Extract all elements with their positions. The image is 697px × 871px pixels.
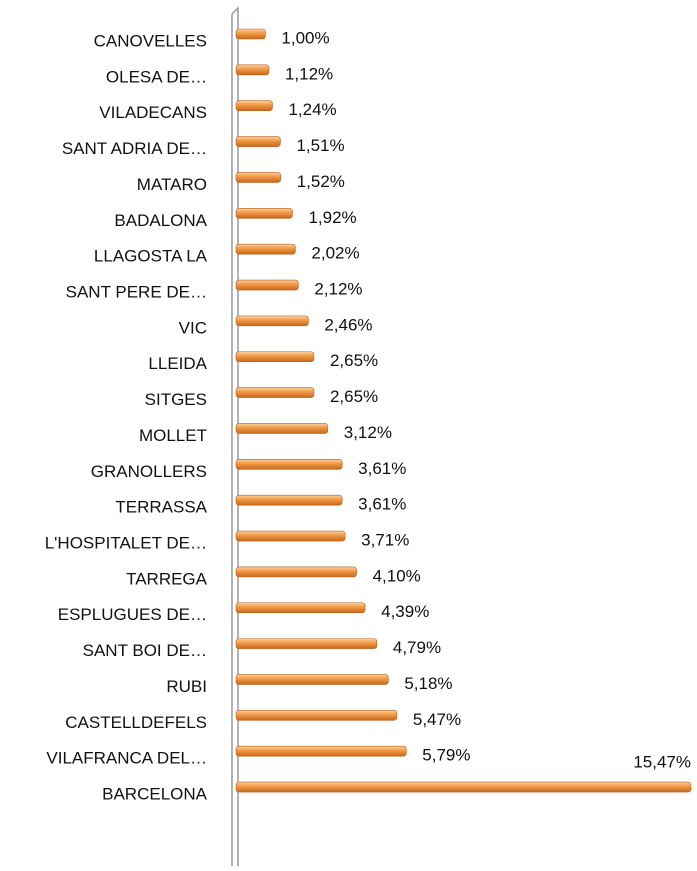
bar — [236, 531, 345, 541]
bar — [236, 603, 365, 613]
y-tick-label: CANOVELLES — [94, 31, 207, 50]
y-tick-label: VILAFRANCA DEL… — [46, 749, 207, 768]
y-tick-label: TERRASSA — [115, 498, 207, 517]
bar — [236, 746, 406, 756]
value-label: 2,02% — [311, 244, 359, 263]
y-tick-label: ESPLUGUES DE… — [58, 605, 207, 624]
y-tick-label: SITGES — [145, 390, 207, 409]
y-tick-label: VIC — [179, 318, 207, 337]
value-label: 3,61% — [358, 459, 406, 478]
value-label: 2,65% — [330, 387, 378, 406]
y-tick-label: SANT PERE DE… — [66, 283, 207, 302]
value-label: 3,61% — [358, 495, 406, 514]
value-label: 2,46% — [324, 315, 372, 334]
y-tick-label: VILADECANS — [99, 103, 207, 122]
y-tick-label: CASTELLDEFELS — [65, 713, 207, 732]
page: {"chart_data": {"type": "bar", "orientat… — [0, 0, 697, 866]
value-label: 3,12% — [344, 423, 392, 442]
bar — [236, 710, 397, 720]
bar — [236, 316, 308, 326]
value-label: 2,12% — [314, 280, 362, 299]
bar — [236, 567, 357, 577]
bar — [236, 459, 342, 469]
bar — [236, 244, 295, 254]
value-label: 3,71% — [361, 531, 409, 550]
value-label: 15,47% — [633, 753, 691, 772]
value-label: 5,47% — [413, 710, 461, 729]
y-tick-label: RUBI — [166, 677, 207, 696]
bar — [236, 639, 377, 649]
bar — [236, 674, 388, 684]
bar — [236, 65, 269, 75]
value-label: 5,79% — [422, 746, 470, 765]
bar — [236, 137, 280, 147]
value-label: 1,52% — [297, 172, 345, 191]
y-tick-label: MATARO — [137, 175, 207, 194]
y-tick-label: OLESA DE… — [106, 67, 207, 86]
bar — [236, 101, 272, 111]
bar — [236, 208, 292, 218]
bar — [236, 280, 298, 290]
value-label: 1,51% — [296, 136, 344, 155]
value-label: 1,00% — [281, 28, 329, 47]
y-tick-label: BARCELONA — [102, 785, 208, 804]
y-tick-label: SANT BOI DE… — [83, 641, 207, 660]
value-label: 4,79% — [393, 638, 441, 657]
y-tick-label: BADALONA — [114, 211, 207, 230]
y-tick-label: GRANOLLERS — [91, 462, 207, 481]
value-label: 1,92% — [308, 208, 356, 227]
y-tick-label: TARREGA — [126, 569, 208, 588]
bar — [236, 29, 265, 39]
bar — [236, 352, 314, 362]
y-tick-label: SANT ADRIA DE… — [62, 139, 207, 158]
bar — [236, 782, 691, 792]
chart: CANOVELLES 1,00% OLESA DE… 1,12% VILADECANS 1… — [0, 0, 697, 866]
value-label: 5,18% — [404, 674, 452, 693]
bar — [236, 172, 281, 182]
value-label: 1,12% — [285, 64, 333, 83]
value-label: 2,65% — [330, 351, 378, 370]
value-label: 1,24% — [288, 100, 336, 119]
y-tick-label: MOLLET — [139, 426, 207, 445]
y-tick-label: LLAGOSTA LA — [94, 247, 208, 266]
y-tick-label: LLEIDA — [148, 354, 207, 373]
bar — [236, 495, 342, 505]
value-label: 4,39% — [381, 602, 429, 621]
bar — [236, 423, 328, 433]
value-label: 4,10% — [373, 566, 421, 585]
y-tick-label: L'HOSPITALET DE… — [45, 534, 207, 553]
bar — [236, 388, 314, 398]
